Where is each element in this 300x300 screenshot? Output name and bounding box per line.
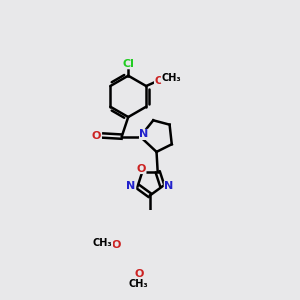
Text: N: N [140,130,149,140]
Text: Cl: Cl [122,59,134,69]
Text: N: N [126,182,136,191]
Text: O: O [154,76,164,85]
Text: O: O [111,240,121,250]
Text: N: N [164,182,174,191]
Text: CH₃: CH₃ [128,279,148,289]
Text: O: O [136,164,146,173]
Text: CH₃: CH₃ [93,238,112,248]
Text: O: O [92,130,101,140]
Text: O: O [134,269,144,279]
Text: CH₃: CH₃ [161,74,181,83]
